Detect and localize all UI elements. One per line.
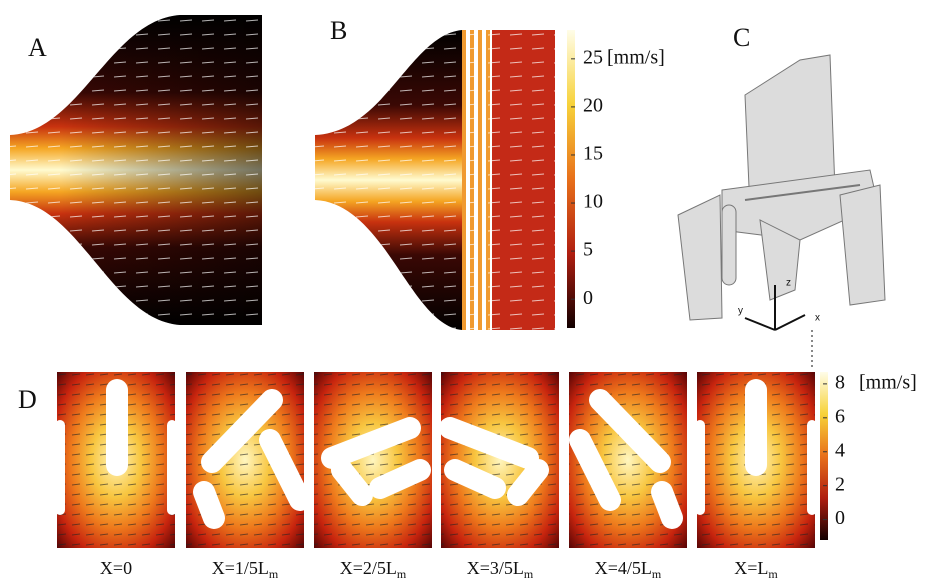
colorbar-tick-label: 8 bbox=[835, 371, 845, 393]
colorbar-unit: [mm/s] bbox=[607, 46, 665, 68]
section-label: X=1/5Lm bbox=[212, 558, 279, 581]
rod bbox=[518, 470, 538, 495]
rod bbox=[342, 470, 362, 495]
geometry-rod bbox=[722, 205, 736, 285]
panel-label: B bbox=[330, 16, 347, 45]
section-label: X=0 bbox=[100, 558, 132, 578]
panel-label: C bbox=[733, 23, 750, 52]
axes-triad bbox=[745, 285, 812, 368]
section-label-sub: m bbox=[524, 567, 534, 581]
axis-y bbox=[745, 318, 775, 330]
section-label-sub: m bbox=[768, 567, 778, 581]
colorbar-tick-label: 0 bbox=[835, 507, 845, 529]
section-notch bbox=[807, 420, 817, 515]
rod bbox=[204, 492, 214, 518]
velocity-arrows-a bbox=[10, 15, 262, 325]
colorbar-tick-label: 10 bbox=[583, 191, 603, 213]
section-label-main: X=3/5L bbox=[467, 558, 524, 578]
colorbar-tick-label: 15 bbox=[583, 143, 603, 165]
geometry-3d bbox=[678, 55, 885, 320]
colorbar-tick-label: 4 bbox=[835, 439, 845, 461]
section-label-sub: m bbox=[652, 567, 662, 581]
section-label: X=4/5Lm bbox=[595, 558, 662, 581]
figure: z y x A B C D X=0X=1/5LmX=2/5LmX=3/5LmX=… bbox=[0, 0, 941, 585]
axis-label: x bbox=[815, 313, 820, 324]
section-label-sub: m bbox=[269, 567, 279, 581]
colorbar-tick-label: 20 bbox=[583, 94, 603, 116]
section-label: X=Lm bbox=[734, 558, 778, 581]
colorbar-tick-label: 25 bbox=[583, 46, 603, 68]
colorbar-unit: [mm/s] bbox=[859, 371, 917, 393]
panel-label: A bbox=[28, 33, 47, 62]
panel-label: D bbox=[18, 385, 37, 414]
section-label-main: X=4/5L bbox=[595, 558, 652, 578]
section-label-main: X=L bbox=[734, 558, 768, 578]
colorbar-tick-label: 6 bbox=[835, 405, 845, 427]
section-label-main: X=0 bbox=[100, 558, 132, 578]
section-label-main: X=1/5L bbox=[212, 558, 269, 578]
colorbar-tick-label: 5 bbox=[583, 239, 593, 261]
geometry-plate bbox=[840, 185, 885, 305]
velocity-arrows-b bbox=[315, 30, 555, 330]
rod bbox=[662, 492, 672, 518]
colorbar-bottom bbox=[820, 372, 828, 540]
section-label-main: X=2/5L bbox=[340, 558, 397, 578]
geometry-plate bbox=[678, 195, 722, 320]
axis-x bbox=[775, 315, 805, 330]
axis-label: y bbox=[738, 306, 743, 317]
colorbar-tick-label: 0 bbox=[583, 287, 593, 309]
section-label: X=2/5Lm bbox=[340, 558, 407, 581]
colorbar-tick-label: 2 bbox=[835, 473, 845, 495]
section-label: X=3/5Lm bbox=[467, 558, 534, 581]
section-label-sub: m bbox=[397, 567, 407, 581]
section-notch bbox=[55, 420, 65, 515]
section-notch bbox=[695, 420, 705, 515]
axis-label: z bbox=[786, 278, 791, 289]
section-notch bbox=[167, 420, 177, 515]
colorbar-top bbox=[567, 30, 575, 328]
